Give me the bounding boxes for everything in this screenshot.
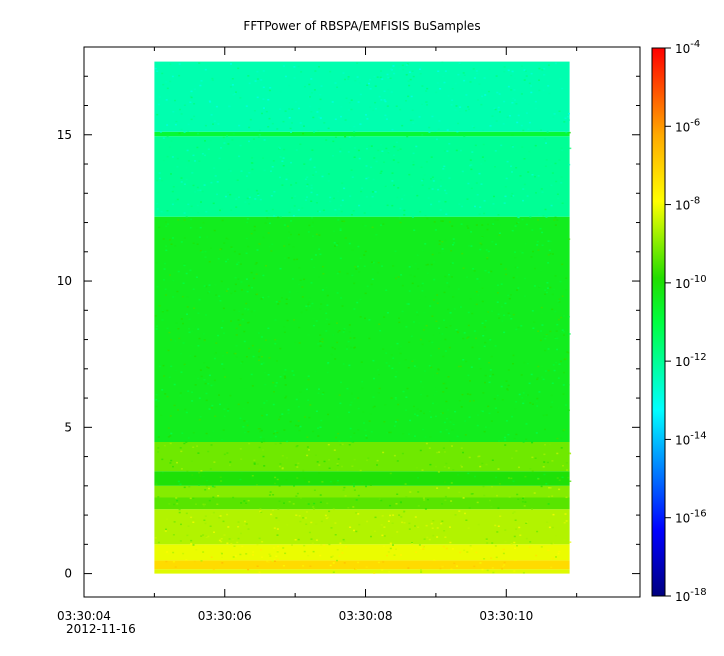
colorbar-tick-label: 10-18 [675,587,707,604]
spectrogram-band [154,497,570,510]
spectrogram-band [154,441,570,472]
y-tick-label: 10 [57,274,72,288]
spectrogram-band [154,131,570,137]
y-tick-label: 0 [64,567,72,581]
spectrogram-band [154,216,570,442]
y-tick-label: 5 [64,420,72,434]
x-axis: 03:30:04 03:30:06 03:30:08 03:30:10 [57,47,578,623]
x-tick-label: 03:30:08 [339,609,393,623]
chart-title: FFTPower of RBSPA/EMFISIS BuSamples [243,19,480,33]
spectrogram-band [154,485,570,498]
spectrogram-bands [154,61,570,574]
x-tick-label: 03:30:10 [479,609,533,623]
spectrogram-band [154,61,570,132]
colorbar-tick-label: 10-16 [675,509,707,526]
colorbar-tick-label: 10-8 [675,196,700,213]
x-axis-date-label: 2012-11-16 [66,622,136,636]
colorbar-tick-label: 10-6 [675,117,700,134]
spectrogram-band [154,471,570,486]
spectrogram-band [154,560,570,570]
colorbar-ticks: 10-4 10-6 10-8 10-10 10-12 10-14 10-16 10-18 [665,39,707,604]
spectrogram-band [154,569,570,574]
spectrogram-band [154,509,570,545]
colorbar-tick-label: 10-14 [675,430,707,447]
spectrogram-band [154,544,570,561]
y-tick-label: 15 [57,128,72,142]
y-axis: 0 5 10 15 [57,46,640,581]
plot-frame [83,46,641,598]
spectrogram-band [154,136,570,217]
x-tick-label: 03:30:04 [57,609,111,623]
colorbar-tick-label: 10-4 [675,39,700,56]
spectrogram-noise [154,61,572,574]
colorbar-tick-label: 10-12 [675,352,707,369]
colorbar-tick-label: 10-10 [675,274,707,291]
colorbar [651,47,666,597]
x-tick-label: 03:30:06 [198,609,252,623]
